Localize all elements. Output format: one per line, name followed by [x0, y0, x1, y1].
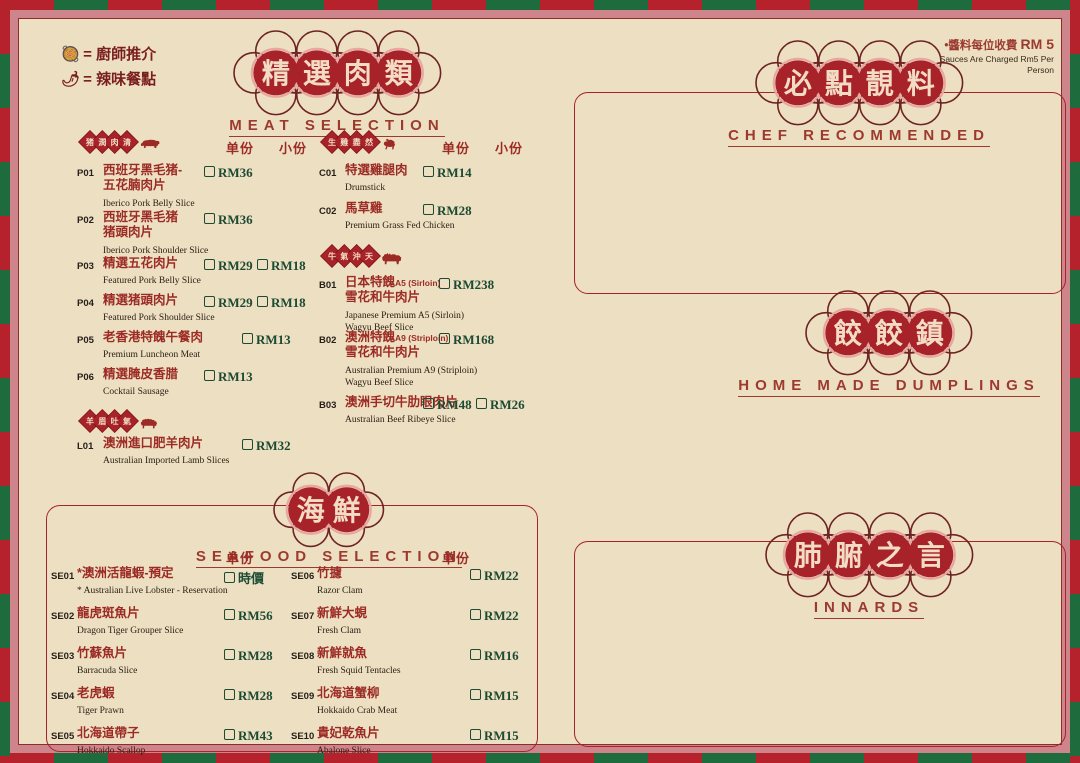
svg-text:羊: 羊 [86, 416, 94, 426]
svg-text:猪: 猪 [85, 137, 94, 147]
svg-text:腑: 腑 [835, 539, 863, 571]
svg-text:沖: 沖 [353, 251, 361, 261]
svg-text:料: 料 [906, 68, 934, 99]
svg-text:海: 海 [297, 495, 325, 526]
svg-text:潤: 潤 [98, 137, 106, 147]
svg-text:天: 天 [365, 252, 374, 261]
svg-text:氣: 氣 [123, 416, 131, 426]
svg-text:鮮: 鮮 [333, 495, 361, 526]
svg-text:盡: 盡 [353, 137, 361, 147]
svg-text:精: 精 [262, 58, 290, 89]
svg-text:肉: 肉 [111, 137, 119, 147]
svg-text:必: 必 [784, 68, 812, 99]
svg-text:氣: 氣 [340, 251, 348, 261]
svg-text:然: 然 [365, 137, 373, 147]
svg-text:言: 言 [916, 540, 944, 571]
svg-text:眉: 眉 [98, 417, 106, 426]
svg-text:餃: 餃 [875, 317, 903, 349]
svg-text:之: 之 [876, 539, 904, 571]
svg-text:牛: 牛 [328, 251, 336, 261]
svg-text:靚: 靚 [866, 68, 894, 99]
svg-text:生: 生 [328, 137, 336, 147]
svg-text:肉: 肉 [344, 58, 372, 89]
svg-text:清: 清 [123, 137, 131, 147]
svg-text:鎮: 鎮 [916, 317, 944, 349]
svg-text:吐: 吐 [111, 416, 119, 426]
svg-text:選: 選 [303, 58, 331, 89]
svg-text:雞: 雞 [339, 137, 348, 147]
svg-text:點: 點 [825, 68, 853, 99]
svg-text:類: 類 [384, 58, 413, 89]
svg-text:餃: 餃 [834, 317, 862, 349]
svg-text:肺: 肺 [794, 540, 822, 571]
